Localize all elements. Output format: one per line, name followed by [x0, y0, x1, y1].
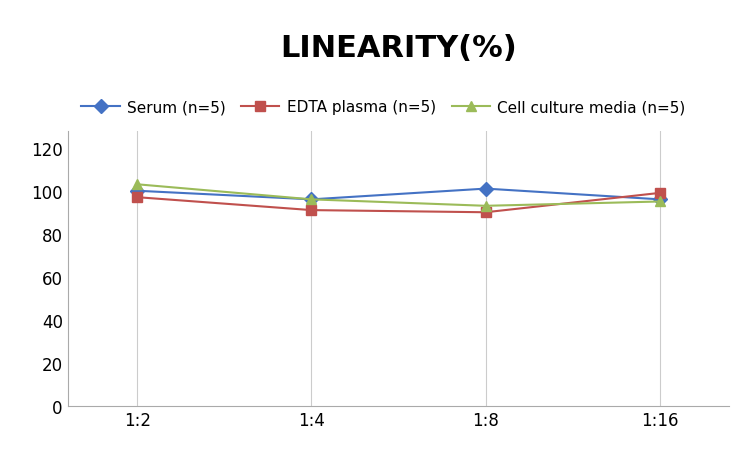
EDTA plasma (n=5) [307, 208, 316, 213]
Serum (n=5) [307, 197, 316, 202]
EDTA plasma (n=5) [655, 191, 664, 196]
Line: EDTA plasma (n=5): EDTA plasma (n=5) [132, 189, 665, 218]
Cell culture media (n=5) [307, 197, 316, 202]
Cell culture media (n=5) [133, 182, 142, 188]
Line: Serum (n=5): Serum (n=5) [132, 184, 665, 205]
Serum (n=5) [133, 189, 142, 194]
Text: LINEARITY(%): LINEARITY(%) [280, 34, 517, 63]
Serum (n=5) [481, 186, 490, 192]
EDTA plasma (n=5) [133, 195, 142, 200]
Legend: Serum (n=5), EDTA plasma (n=5), Cell culture media (n=5): Serum (n=5), EDTA plasma (n=5), Cell cul… [75, 94, 692, 121]
Serum (n=5) [655, 197, 664, 202]
Cell culture media (n=5) [655, 199, 664, 205]
EDTA plasma (n=5) [481, 210, 490, 216]
Cell culture media (n=5) [481, 204, 490, 209]
Line: Cell culture media (n=5): Cell culture media (n=5) [132, 180, 665, 211]
